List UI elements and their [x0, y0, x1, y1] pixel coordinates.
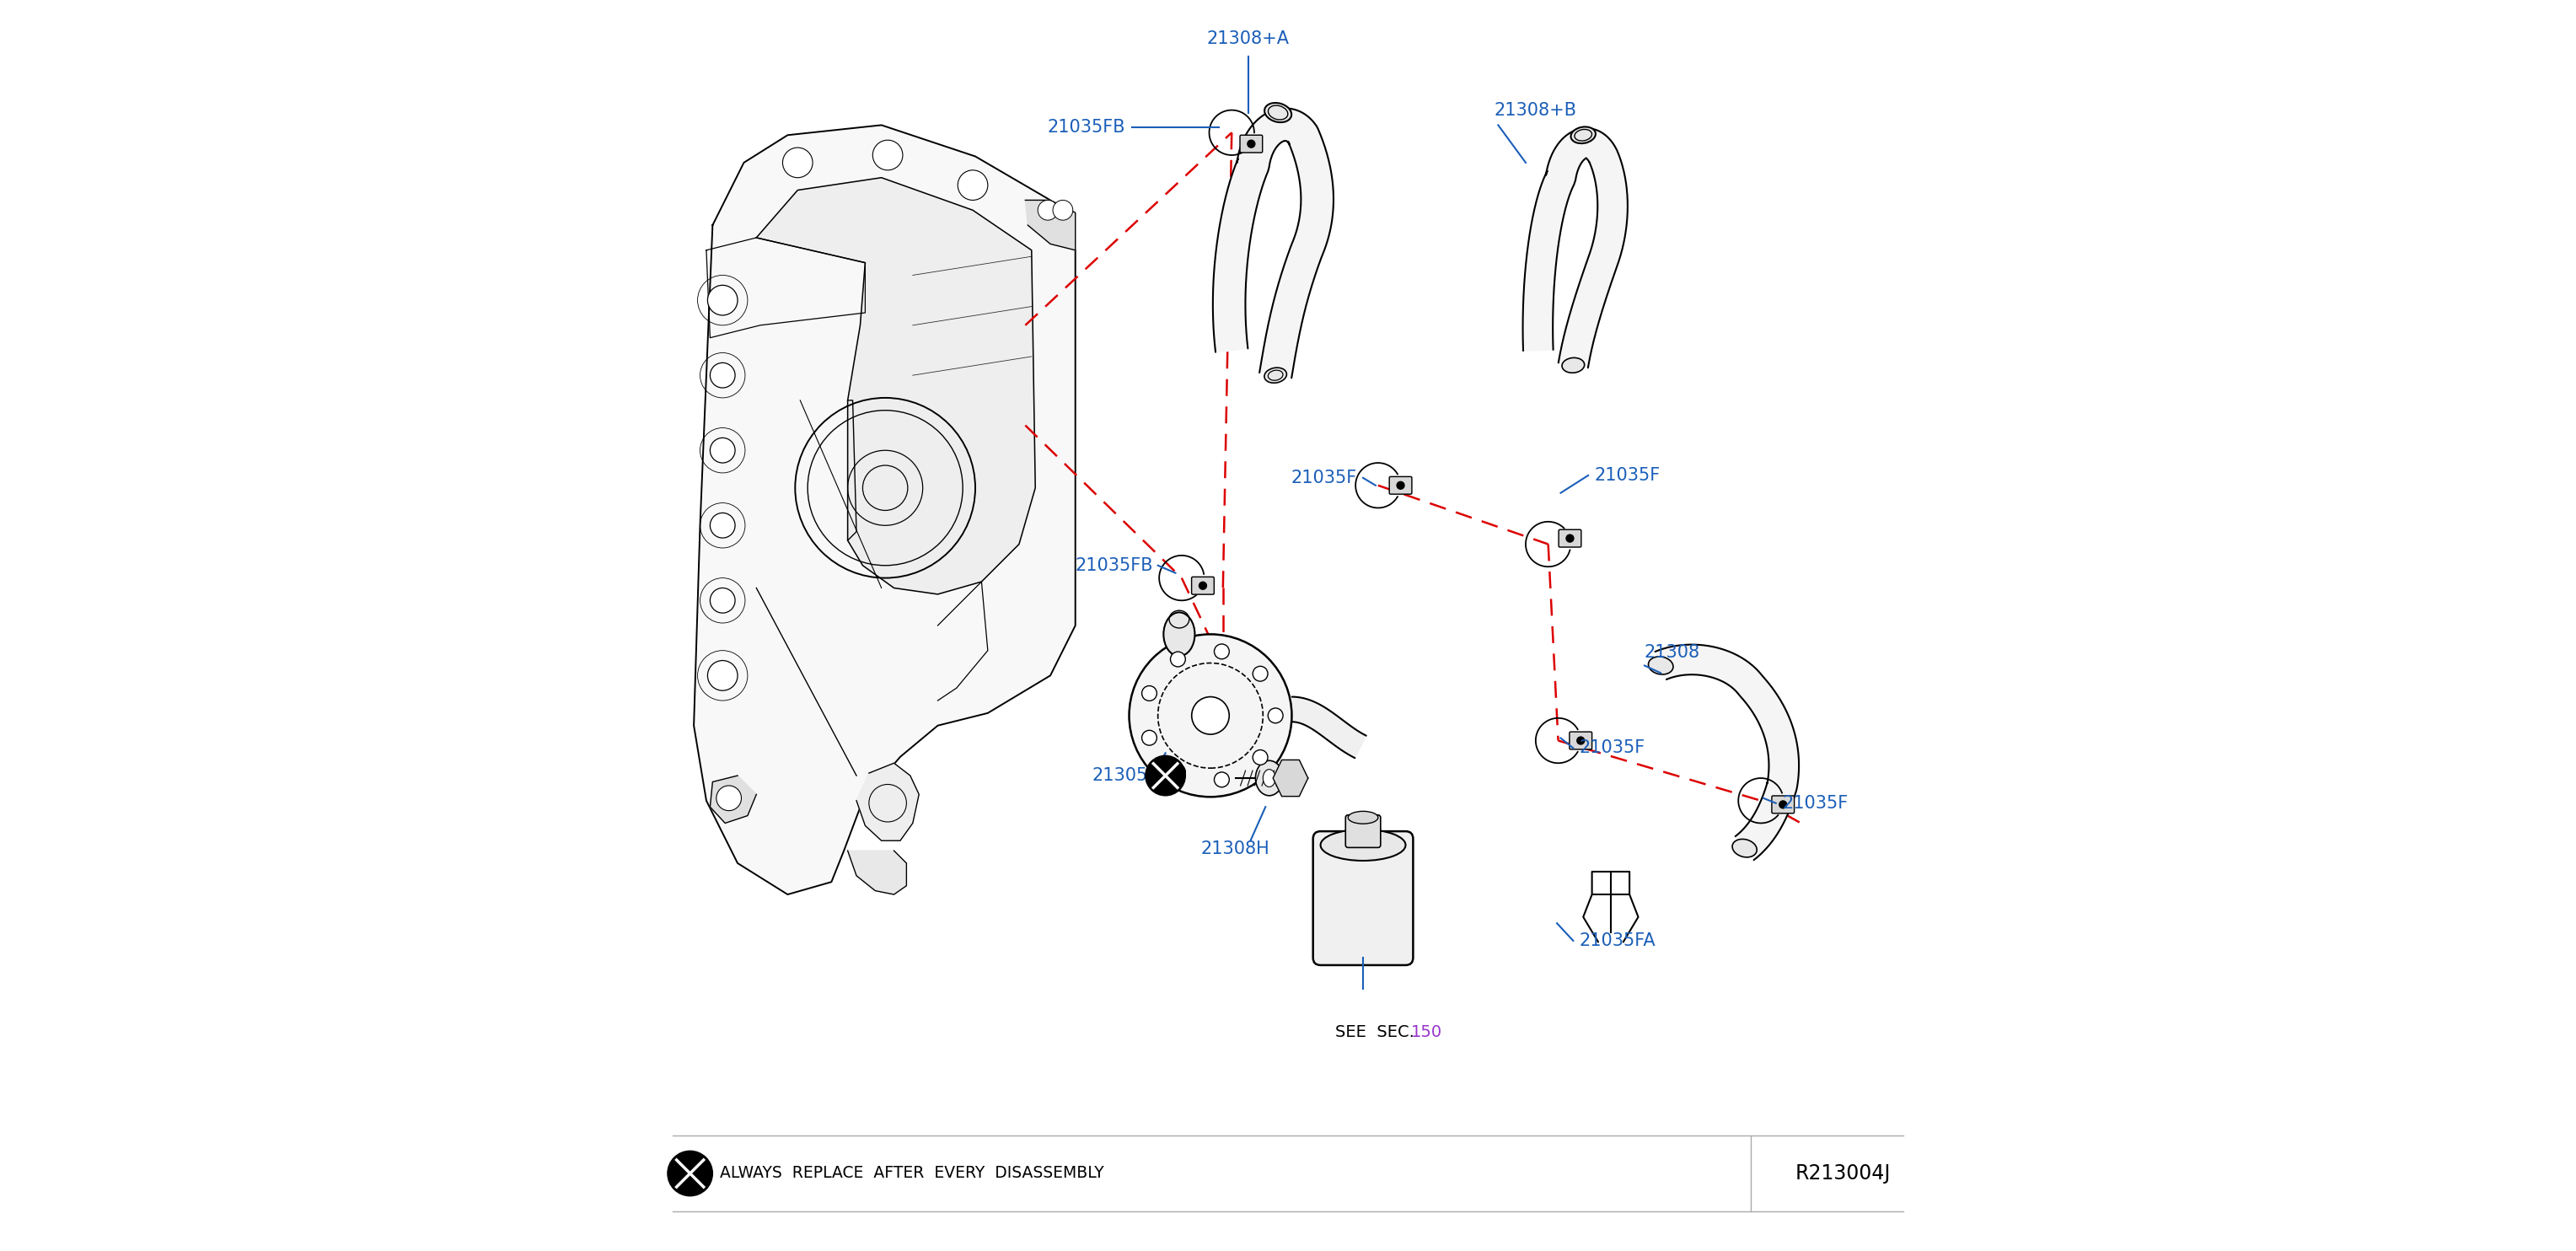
Circle shape — [1146, 756, 1185, 796]
Text: 21035F: 21035F — [1579, 739, 1646, 757]
Polygon shape — [848, 851, 907, 894]
Ellipse shape — [1265, 103, 1291, 123]
Circle shape — [1267, 708, 1283, 723]
Text: 21035F: 21035F — [1291, 469, 1358, 487]
Text: 21035F: 21035F — [1783, 794, 1847, 812]
Ellipse shape — [1262, 769, 1275, 787]
Circle shape — [1252, 667, 1267, 682]
Circle shape — [708, 285, 737, 315]
Circle shape — [1054, 200, 1072, 220]
FancyBboxPatch shape — [1558, 529, 1582, 547]
Ellipse shape — [1265, 368, 1285, 383]
Circle shape — [1252, 749, 1267, 764]
Circle shape — [708, 661, 737, 691]
Circle shape — [783, 148, 811, 178]
FancyBboxPatch shape — [1314, 832, 1414, 966]
FancyBboxPatch shape — [1345, 816, 1381, 848]
Polygon shape — [1025, 200, 1074, 250]
Text: 21035FB: 21035FB — [1048, 119, 1126, 136]
Ellipse shape — [1649, 657, 1674, 674]
Circle shape — [1247, 140, 1255, 148]
Ellipse shape — [1571, 126, 1595, 144]
Circle shape — [711, 438, 734, 463]
Ellipse shape — [1731, 839, 1757, 857]
Text: 150: 150 — [1412, 1025, 1443, 1040]
FancyBboxPatch shape — [1388, 477, 1412, 494]
Polygon shape — [1273, 759, 1309, 797]
Text: SEE  SEC.: SEE SEC. — [1334, 1025, 1414, 1040]
Text: 21308H: 21308H — [1200, 841, 1270, 857]
Polygon shape — [1291, 697, 1365, 758]
Circle shape — [1170, 764, 1185, 779]
Text: 21305: 21305 — [1092, 767, 1149, 784]
Circle shape — [1141, 686, 1157, 701]
Polygon shape — [855, 763, 920, 841]
Circle shape — [1141, 731, 1157, 746]
Ellipse shape — [1347, 812, 1378, 824]
Text: 21308+A: 21308+A — [1206, 31, 1288, 48]
FancyBboxPatch shape — [1239, 135, 1262, 153]
Circle shape — [873, 140, 902, 170]
Text: R213004J: R213004J — [1795, 1163, 1891, 1183]
FancyBboxPatch shape — [1193, 577, 1213, 594]
Circle shape — [1213, 644, 1229, 659]
Circle shape — [958, 170, 987, 200]
Ellipse shape — [1321, 829, 1406, 861]
Circle shape — [711, 513, 734, 538]
Circle shape — [1170, 652, 1185, 667]
Text: ALWAYS  REPLACE  AFTER  EVERY  DISASSEMBLY: ALWAYS REPLACE AFTER EVERY DISASSEMBLY — [721, 1166, 1105, 1181]
Text: 21035F: 21035F — [1595, 467, 1662, 484]
Circle shape — [711, 363, 734, 388]
Circle shape — [1396, 482, 1404, 489]
Text: 21035FA: 21035FA — [1579, 932, 1656, 950]
Circle shape — [1213, 772, 1229, 787]
Circle shape — [1780, 801, 1788, 808]
Ellipse shape — [1561, 358, 1584, 373]
Ellipse shape — [1255, 761, 1283, 796]
FancyBboxPatch shape — [1772, 796, 1795, 813]
Circle shape — [1566, 534, 1574, 542]
Circle shape — [1577, 737, 1584, 744]
Text: 21308: 21308 — [1643, 644, 1700, 661]
Circle shape — [1198, 582, 1206, 589]
Circle shape — [1128, 634, 1291, 797]
Circle shape — [716, 786, 742, 811]
Polygon shape — [693, 125, 1074, 894]
Polygon shape — [1656, 644, 1798, 859]
Text: 21308+B: 21308+B — [1494, 103, 1577, 119]
Ellipse shape — [1164, 613, 1195, 657]
Polygon shape — [1522, 128, 1628, 368]
Polygon shape — [757, 178, 1036, 594]
Circle shape — [1038, 200, 1059, 220]
Text: 21035FB: 21035FB — [1074, 557, 1154, 574]
Circle shape — [711, 588, 734, 613]
Polygon shape — [711, 776, 757, 823]
Circle shape — [1193, 697, 1229, 734]
Circle shape — [667, 1151, 714, 1196]
FancyBboxPatch shape — [1569, 732, 1592, 749]
Polygon shape — [1213, 109, 1334, 378]
